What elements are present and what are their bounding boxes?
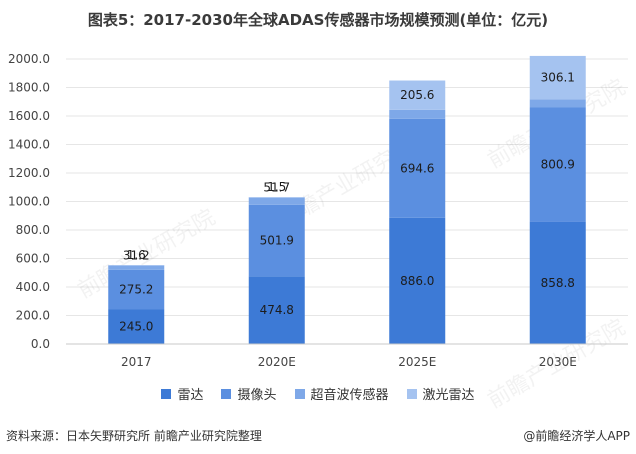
y-tick-label: 1400.0 <box>8 138 50 152</box>
bar-segment <box>529 221 586 344</box>
y-tick-label: 1000.0 <box>8 195 50 209</box>
source-note: 资料来源：日本矢野研究所 前瞻产业研究院整理 <box>6 429 262 443</box>
data-label: 474.8 <box>260 303 294 317</box>
x-tick-label: 2025E <box>398 355 436 369</box>
legend-swatch <box>406 388 417 399</box>
legend-label: 激光雷达 <box>422 388 475 403</box>
legend-label: 雷达 <box>177 388 204 403</box>
legend-swatch <box>161 388 172 399</box>
data-label: 51.7 <box>263 180 290 194</box>
data-label: 858.8 <box>541 276 575 290</box>
y-tick-label: 1800.0 <box>8 81 50 95</box>
data-label: 31.2 <box>123 248 150 262</box>
data-label: 800.9 <box>541 158 575 172</box>
bar-segment <box>529 55 586 100</box>
legend-item: 雷达 <box>161 384 203 403</box>
legend-label: 摄像头 <box>237 388 277 403</box>
bar-segment <box>248 204 305 277</box>
x-tick-label: 2017 <box>121 355 152 369</box>
data-label: 275.2 <box>119 282 153 296</box>
y-axis-ticks: 0.0 200.0 400.0 600.0 800.0 1000.0 1200.0 1400.… <box>8 52 50 351</box>
legend: 雷达 摄像头 超音波传感器 激光雷达 <box>0 384 636 403</box>
bar-segment <box>248 197 305 205</box>
y-tick-label: 1600.0 <box>8 109 50 123</box>
bar-segment <box>389 80 446 110</box>
data-label: 245.0 <box>119 320 153 334</box>
data-label: 694.6 <box>400 161 434 175</box>
y-tick-label: 800.0 <box>16 223 50 237</box>
bar-segment <box>248 276 305 344</box>
y-tick-label: 600.0 <box>16 252 50 266</box>
legend-swatch <box>221 388 232 399</box>
bars: 245.0 275.2 31.21.6 474.8 501.9 51.71.5 886.0 6… <box>108 55 586 344</box>
bar-segment <box>389 109 446 119</box>
x-axis-ticks: 2017 2020E 2025E 2030E <box>121 355 577 369</box>
x-tick-label: 2020E <box>258 355 296 369</box>
y-tick-label: 1200.0 <box>8 166 50 180</box>
bar-segment <box>389 118 446 218</box>
bar-segment <box>108 265 165 266</box>
x-tick-label: 2030E <box>539 355 577 369</box>
y-tick-label: 2000.0 <box>8 52 50 66</box>
data-label: 886.0 <box>400 274 434 288</box>
brand-credit: @前瞻经济学人APP <box>523 429 630 443</box>
data-label: 1.5 <box>267 180 286 194</box>
y-tick-label: 200.0 <box>16 309 50 323</box>
bar-segment <box>248 197 305 198</box>
bar-segment <box>108 269 165 310</box>
bar-segment <box>389 217 446 344</box>
bar-segment <box>529 99 586 108</box>
bar-segment <box>108 309 165 344</box>
data-label: 1.6 <box>127 248 146 262</box>
data-label: 306.1 <box>541 71 575 85</box>
legend-item: 激光雷达 <box>406 384 475 403</box>
data-label: 501.9 <box>260 234 294 248</box>
data-label: 205.6 <box>400 88 434 102</box>
bar-segment <box>529 107 586 222</box>
y-tick-label: 0.0 <box>31 337 50 351</box>
y-tick-label: 400.0 <box>16 280 50 294</box>
legend-item: 超音波传感器 <box>294 384 389 403</box>
chart-title: 图表5：2017-2030年全球ADAS传感器市场规模预测(单位：亿元) <box>87 11 549 29</box>
legend-label: 超音波传感器 <box>310 388 389 403</box>
bar-segment <box>108 265 165 270</box>
legend-swatch <box>294 388 305 399</box>
legend-item: 摄像头 <box>221 384 277 403</box>
